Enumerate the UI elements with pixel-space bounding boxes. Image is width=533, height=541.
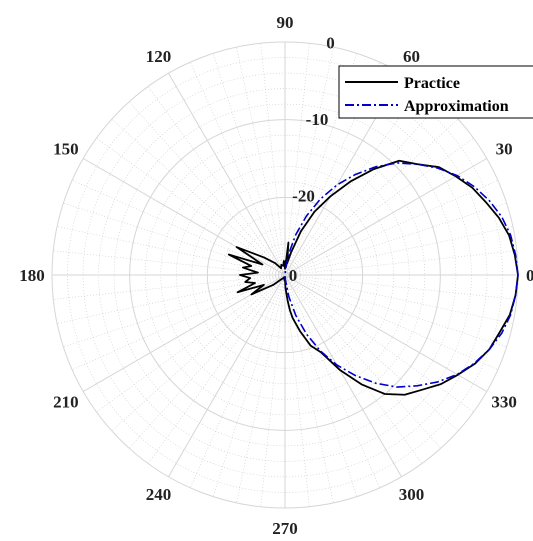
angle-label-30: 30 (496, 140, 513, 159)
minor-grid-spoke (284, 274, 459, 432)
minor-grid-spoke (212, 53, 286, 276)
minor-grid-spoke (284, 274, 513, 324)
legend: Practice Approximation (338, 65, 533, 119)
major-grid-spoke (284, 274, 488, 392)
minor-grid-spoke (284, 274, 517, 300)
major-grid-spoke (168, 274, 286, 478)
angle-label-210: 210 (53, 393, 79, 412)
radial-label-0: 0 (326, 34, 335, 53)
minor-grid-spoke (284, 274, 334, 503)
major-grid-spoke (284, 158, 488, 276)
minor-grid-spoke (284, 274, 310, 507)
series-line-practice (227, 159, 519, 396)
legend-label-approximation: Approximation (404, 98, 509, 115)
legend-label-practice: Practice (404, 75, 460, 92)
minor-grid-spoke (147, 86, 286, 276)
major-grid-spoke (284, 274, 402, 478)
angle-label-120: 120 (146, 47, 172, 66)
minor-grid-spoke (284, 274, 442, 449)
minor-grid-spoke (128, 101, 286, 276)
angle-label-270: 270 (272, 519, 298, 538)
angle-label-180: 180 (19, 266, 45, 285)
minor-grid-spoke (284, 274, 381, 488)
minor-grid-spoke (236, 274, 286, 503)
major-grid-spoke (82, 158, 286, 276)
minor-grid-spoke (284, 274, 498, 371)
angle-tick-labels: 0 30 60 90 120 150 180 210 240 270 300 330 (19, 13, 533, 538)
radial-label--20: -20 (292, 187, 315, 206)
minor-grid-spoke (128, 274, 286, 449)
minor-grid-spoke (72, 274, 286, 371)
angle-label-150: 150 (53, 140, 79, 159)
angle-label-60: 60 (403, 47, 420, 66)
major-grid-spoke (168, 72, 286, 276)
series-layer (227, 159, 519, 396)
minor-grid-spoke (189, 274, 286, 488)
angle-label-330: 330 (491, 393, 517, 412)
minor-grid-spoke (57, 226, 286, 276)
minor-grid-spoke (147, 274, 286, 464)
minor-grid-spoke (236, 47, 286, 276)
angle-label-300: 300 (399, 485, 425, 504)
minor-grid-spoke (189, 62, 286, 276)
minor-grid-spoke (53, 250, 286, 276)
radial-tick-labels: -20 -10 0 0 (289, 34, 335, 286)
minor-grid-spoke (260, 43, 286, 276)
minor-grid-spoke (111, 274, 286, 432)
legend-box (338, 65, 533, 119)
minor-grid-spoke (284, 226, 513, 276)
minor-grid-spoke (284, 274, 358, 497)
minor-grid-spoke (63, 274, 286, 348)
series-line-approximation (284, 162, 519, 388)
minor-grid-spoke (284, 274, 423, 464)
major-grid (51, 41, 519, 509)
minor-grid-spoke (96, 274, 286, 413)
angle-label-240: 240 (146, 485, 172, 504)
radial-center-label: 0 (289, 266, 298, 285)
angle-label-90: 90 (277, 13, 294, 32)
minor-grid-spoke (111, 118, 286, 276)
minor-grid-spoke (260, 274, 286, 507)
minor-grid-spoke (63, 202, 286, 276)
minor-grid-spoke (284, 47, 334, 276)
minor-grid-spoke (284, 202, 507, 276)
angle-label-0: 0 (526, 266, 533, 285)
minor-grid-spoke (284, 179, 498, 276)
radial-label--10: -10 (306, 110, 329, 129)
minor-grid-spoke (212, 274, 286, 497)
minor-grid-spoke (284, 250, 517, 276)
minor-grid-spoke (284, 274, 507, 348)
